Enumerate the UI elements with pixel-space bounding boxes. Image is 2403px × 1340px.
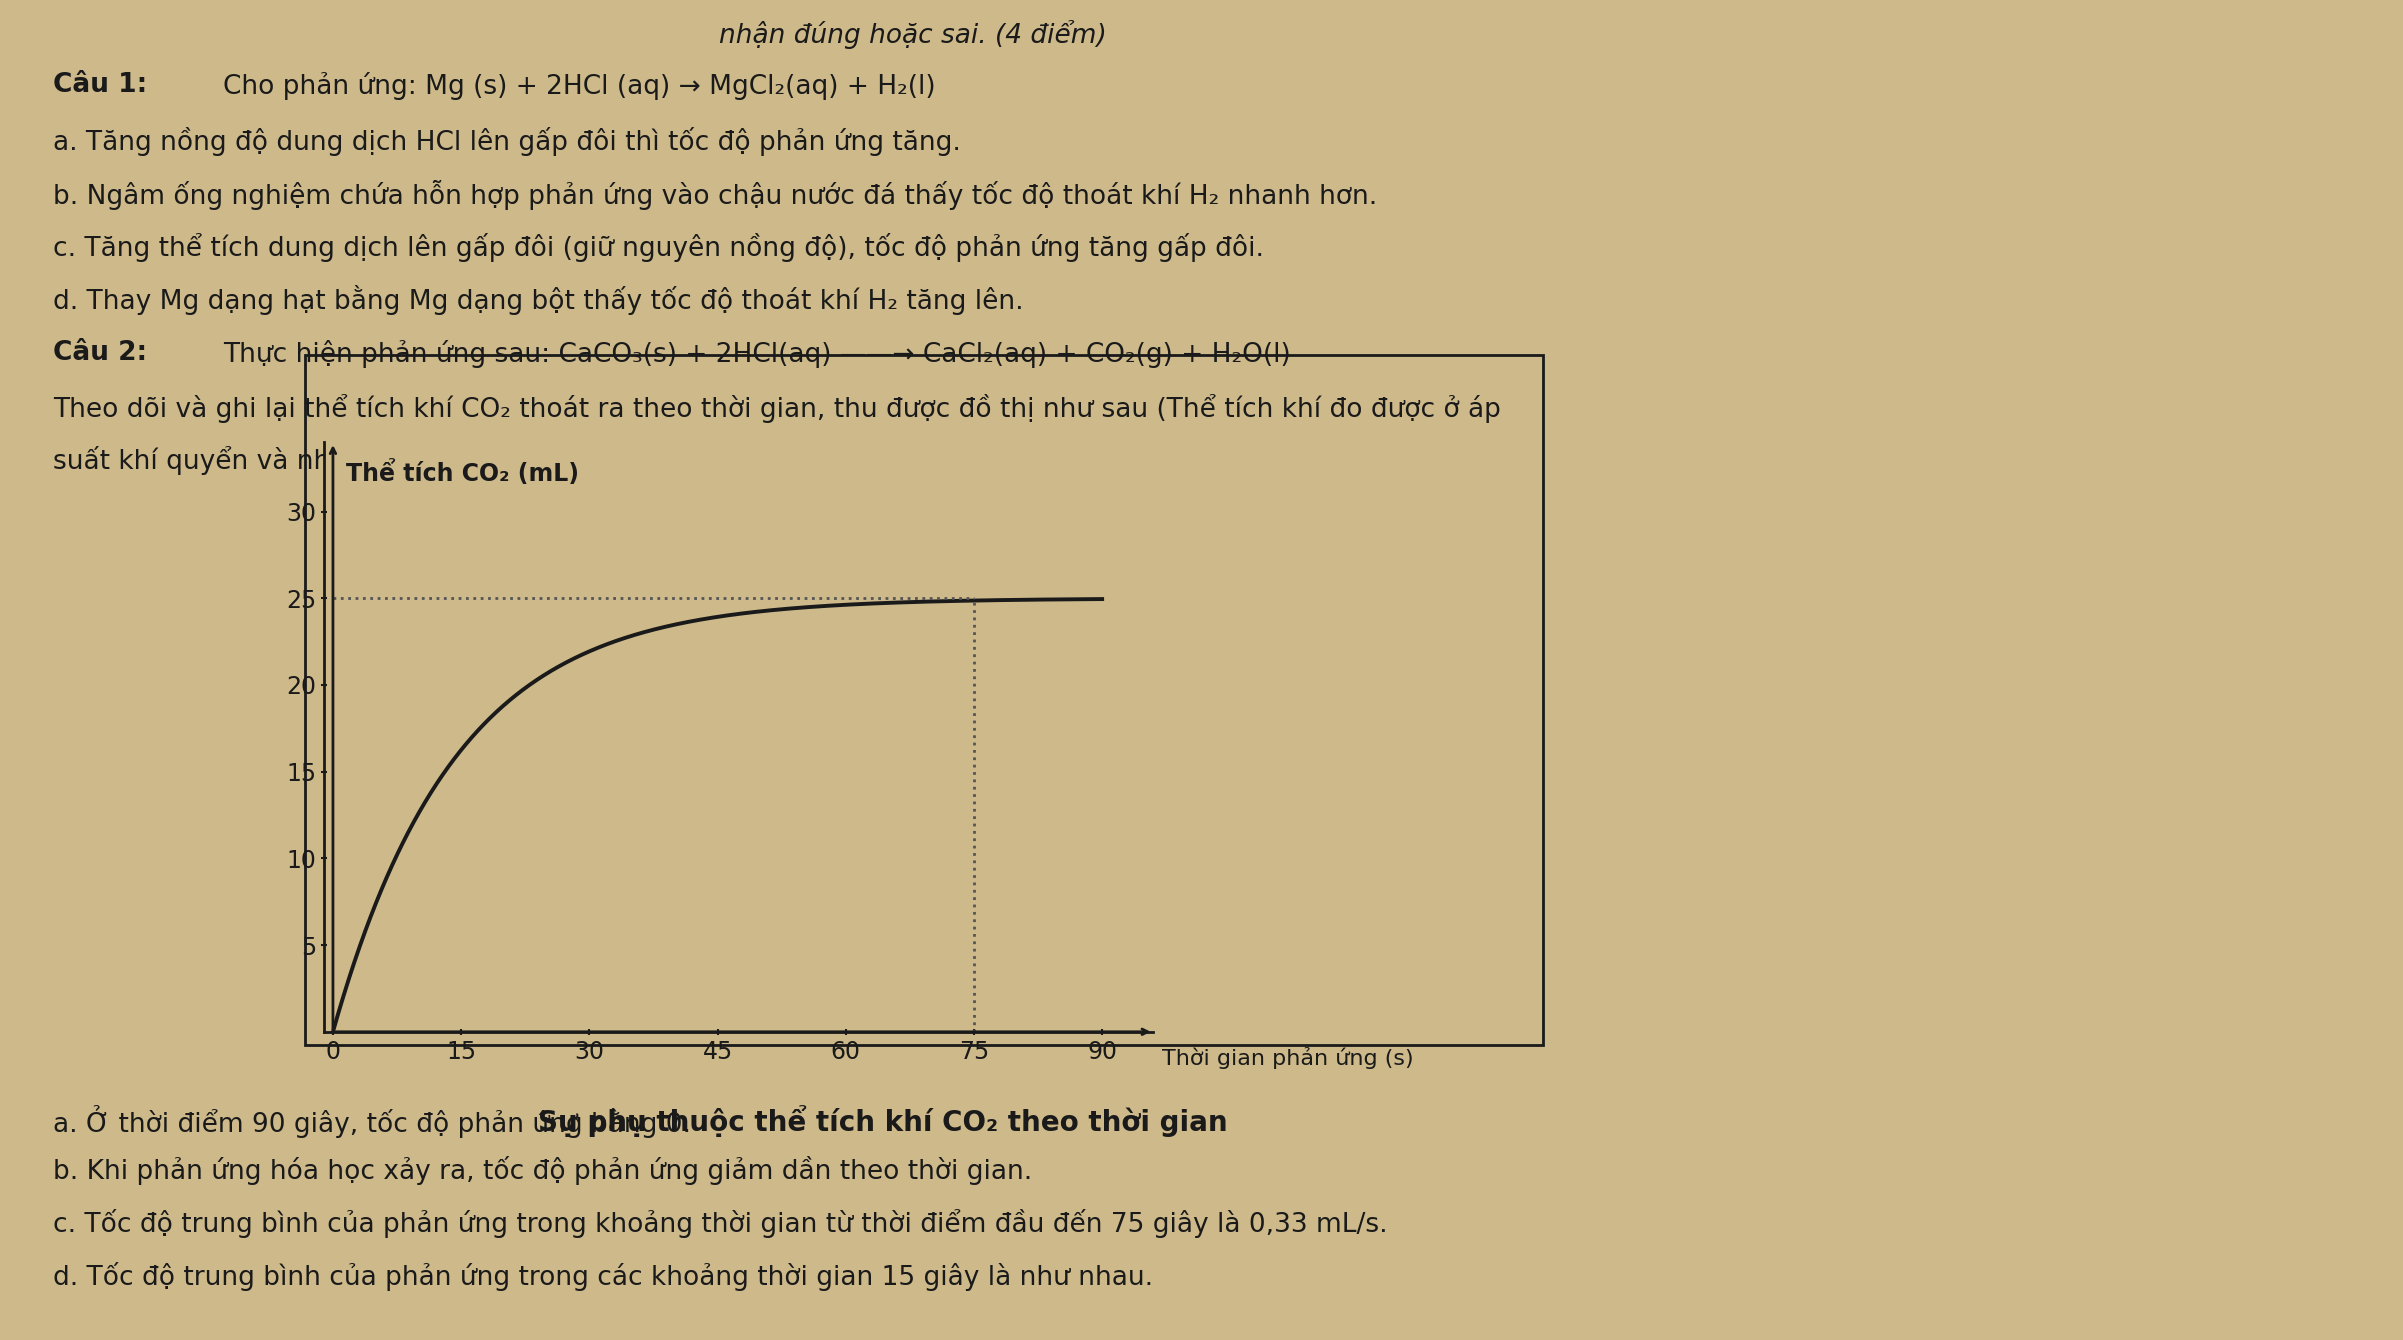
Text: Câu 2:: Câu 2: (53, 340, 147, 366)
Text: Theo dõi và ghi lại thể tích khí CO₂ thoát ra theo thời gian, thu được đồ thị nh: Theo dõi và ghi lại thể tích khí CO₂ tho… (53, 394, 1502, 423)
Text: b. Ngâm ống nghiệm chứa hỗn hợp phản ứng vào chậu nước đá thấy tốc độ thoát khí : b. Ngâm ống nghiệm chứa hỗn hợp phản ứng… (53, 180, 1377, 209)
Text: a. Tăng nồng độ dung dịch HCl lên gấp đôi thì tốc độ phản ứng tăng.: a. Tăng nồng độ dung dịch HCl lên gấp đô… (53, 127, 961, 157)
Text: a. Ở thời điểm 90 giây, tốc độ phản ứng bằng 0.: a. Ở thời điểm 90 giây, tốc độ phản ứng … (53, 1106, 692, 1139)
Text: Thời gian phản ứng (s): Thời gian phản ứng (s) (1163, 1047, 1413, 1069)
Text: Sự phụ thuộc thể tích khí CO₂ theo thời gian: Sự phụ thuộc thể tích khí CO₂ theo thời … (538, 1106, 1228, 1138)
Text: Thực hiện phản ứng sau: CaCO₃(s) + 2HCl(aq) ——→ CaCl₂(aq) + CO₂(g) + H₂O(l): Thực hiện phản ứng sau: CaCO₃(s) + 2HCl(… (223, 340, 1290, 369)
Text: nhận đúng hoặc sai. (4 điểm): nhận đúng hoặc sai. (4 điểm) (718, 20, 1108, 50)
Text: c. Tốc độ trung bình của phản ứng trong khoảng thời gian từ thời điểm đầu đến 75: c. Tốc độ trung bình của phản ứng trong … (53, 1209, 1387, 1238)
Text: Thể tích CO₂ (mL): Thể tích CO₂ (mL) (346, 460, 579, 485)
Text: d. Thay Mg dạng hạt bằng Mg dạng bột thấy tốc độ thoát khí H₂ tăng lên.: d. Thay Mg dạng hạt bằng Mg dạng bột thấ… (53, 285, 1024, 315)
Text: d. Tốc độ trung bình của phản ứng trong các khoảng thời gian 15 giây là như nhau: d. Tốc độ trung bình của phản ứng trong … (53, 1262, 1153, 1292)
Text: c. Tăng thể tích dung dịch lên gấp đôi (giữ nguyên nồng độ), tốc độ phản ứng tăn: c. Tăng thể tích dung dịch lên gấp đôi (… (53, 233, 1264, 263)
Text: b. Khi phản ứng hóa học xảy ra, tốc độ phản ứng giảm dần theo thời gian.: b. Khi phản ứng hóa học xảy ra, tốc độ p… (53, 1156, 1033, 1186)
Text: Câu 1:: Câu 1: (53, 72, 147, 98)
Text: suất khí quyển và nhiệt độ phòng).: suất khí quyển và nhiệt độ phòng). (53, 446, 517, 476)
Text: Cho phản ứng: Mg (s) + 2HCl (aq) → MgCl₂(aq) + H₂(l): Cho phản ứng: Mg (s) + 2HCl (aq) → MgCl₂… (223, 72, 937, 100)
